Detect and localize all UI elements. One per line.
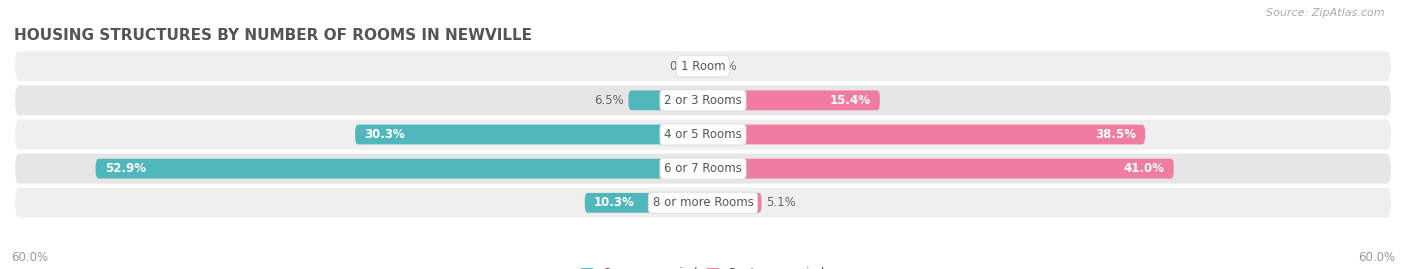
- Text: 38.5%: 38.5%: [1095, 128, 1136, 141]
- Text: HOUSING STRUCTURES BY NUMBER OF ROOMS IN NEWVILLE: HOUSING STRUCTURES BY NUMBER OF ROOMS IN…: [14, 28, 531, 43]
- Text: Source: ZipAtlas.com: Source: ZipAtlas.com: [1267, 8, 1385, 18]
- Text: 30.3%: 30.3%: [364, 128, 405, 141]
- FancyBboxPatch shape: [14, 50, 1392, 82]
- FancyBboxPatch shape: [585, 193, 703, 213]
- Text: 41.0%: 41.0%: [1123, 162, 1164, 175]
- Text: 60.0%: 60.0%: [11, 251, 48, 264]
- Text: 60.0%: 60.0%: [1358, 251, 1395, 264]
- Text: 15.4%: 15.4%: [830, 94, 870, 107]
- Text: 5.1%: 5.1%: [766, 196, 796, 209]
- FancyBboxPatch shape: [628, 90, 703, 110]
- Text: 2 or 3 Rooms: 2 or 3 Rooms: [664, 94, 742, 107]
- FancyBboxPatch shape: [14, 153, 1392, 185]
- FancyBboxPatch shape: [14, 84, 1392, 116]
- Text: 6 or 7 Rooms: 6 or 7 Rooms: [664, 162, 742, 175]
- Legend: Owner-occupied, Renter-occupied: Owner-occupied, Renter-occupied: [581, 267, 825, 269]
- FancyBboxPatch shape: [703, 193, 762, 213]
- Text: 8 or more Rooms: 8 or more Rooms: [652, 196, 754, 209]
- FancyBboxPatch shape: [96, 159, 703, 179]
- Text: 1 Room: 1 Room: [681, 60, 725, 73]
- FancyBboxPatch shape: [703, 90, 880, 110]
- Text: 0.0%: 0.0%: [707, 60, 737, 73]
- Text: 6.5%: 6.5%: [593, 94, 624, 107]
- Text: 4 or 5 Rooms: 4 or 5 Rooms: [664, 128, 742, 141]
- FancyBboxPatch shape: [14, 187, 1392, 219]
- FancyBboxPatch shape: [703, 125, 1144, 144]
- Text: 0.0%: 0.0%: [669, 60, 699, 73]
- Text: 52.9%: 52.9%: [105, 162, 146, 175]
- FancyBboxPatch shape: [14, 118, 1392, 151]
- Text: 10.3%: 10.3%: [593, 196, 634, 209]
- FancyBboxPatch shape: [356, 125, 703, 144]
- FancyBboxPatch shape: [703, 159, 1174, 179]
